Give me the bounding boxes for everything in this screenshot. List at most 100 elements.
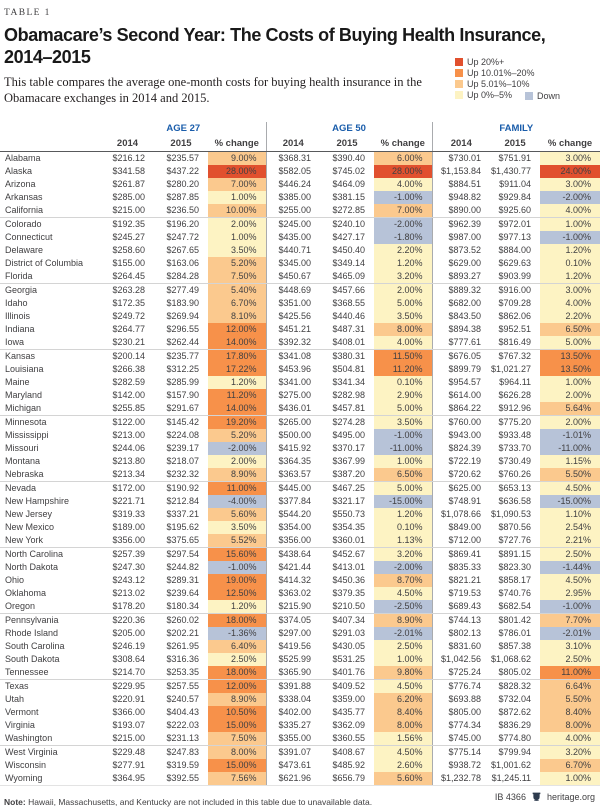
legend-swatch-down-icon — [525, 91, 533, 100]
legend-swatch-up-0-5-icon — [455, 90, 463, 99]
premium-value-cell: $380.31 — [332, 351, 366, 361]
pct-change-cell: 18.00% — [208, 666, 267, 680]
premium-value-cell: $446.24 — [265, 178, 321, 191]
table-row: South Carolina $246.19 $261.95 6.40% $419.56… — [0, 640, 600, 653]
premium-value-cell: $1,021.27 — [491, 364, 532, 374]
pct-change-cell: 2.95% — [540, 587, 600, 600]
note-label: Note: — [4, 797, 26, 807]
premium-value-cell: $448.69 — [265, 283, 321, 297]
premium-value-cell: $487.31 — [332, 324, 366, 334]
table-row: New Hampshire $221.71 $212.84 -4.00% $377.84… — [0, 495, 600, 508]
pct-change-cell: 0.10% — [540, 257, 600, 270]
premium-value-cell: $291.03 — [332, 628, 366, 638]
pct-change-cell: 7.00% — [208, 178, 267, 191]
pct-change-cell: 28.00% — [208, 165, 267, 178]
legend-label: Down — [537, 90, 561, 101]
premium-value-cell: $229.95 — [112, 681, 145, 691]
pct-change-cell: 1.20% — [374, 508, 433, 521]
state-name: Louisiana — [5, 364, 44, 374]
table-row: North Carolina $257.39 $297.54 15.60% $438.6… — [0, 547, 600, 561]
pct-change-cell: 2.50% — [374, 640, 433, 653]
premium-value-cell: $987.00 — [431, 231, 491, 244]
premium-value-cell: $392.55 — [154, 772, 208, 786]
premium-value-cell: $341.58 — [112, 166, 145, 176]
premium-value-cell: $263.28 — [112, 285, 145, 295]
state-name: Vermont — [5, 707, 39, 717]
premium-value-cell: $374.05 — [265, 613, 321, 627]
pct-change-cell: 0.10% — [374, 376, 433, 389]
table-row: California $215.00 $236.50 10.00% $255.00 $27… — [0, 204, 600, 218]
pct-change-cell: 17.80% — [208, 349, 267, 363]
premium-value-cell: $212.84 — [166, 496, 199, 506]
premium-value-cell: $335.27 — [265, 719, 321, 732]
premium-value-cell: $200.14 — [112, 351, 145, 361]
state-name: Mississippi — [5, 430, 49, 440]
premium-value-cell: $450.36 — [332, 575, 366, 585]
pct-change-cell: -1.00% — [540, 231, 600, 244]
premium-value-cell: $629.63 — [498, 258, 532, 268]
pct-change-cell: 12.50% — [208, 587, 267, 600]
premium-value-cell: $216.12 — [112, 153, 145, 163]
premium-value-cell: $247.72 — [166, 232, 199, 242]
table-row: Missouri $244.06 $239.17 -2.00% $415.92 $370.… — [0, 442, 600, 455]
premium-value-cell: $899.79 — [431, 363, 491, 376]
premium-value-cell: $437.22 — [166, 166, 199, 176]
column-group-family: FAMILY — [431, 122, 600, 135]
premium-value-cell: $912.96 — [490, 402, 541, 416]
pct-change-cell: 2.21% — [540, 534, 600, 548]
premium-value-cell: $240.10 — [332, 219, 366, 229]
premium-value-cell: $277.91 — [112, 760, 145, 770]
col-header-pct-change: % change — [540, 135, 600, 152]
premium-value-cell: $401.76 — [320, 666, 375, 680]
doc-id: IB 4366 — [494, 791, 526, 802]
pct-change-cell: 13.50% — [540, 349, 600, 363]
premium-value-cell: $485.92 — [332, 760, 366, 770]
table-row: Virginia $193.07 $222.03 15.00% $335.27 $362.… — [0, 719, 600, 732]
pct-change-cell: 2.20% — [540, 310, 600, 323]
legend-item: Up 5.01%–10% — [455, 78, 535, 89]
state-name: Kansas — [5, 351, 36, 361]
pct-change-cell: 4.00% — [540, 297, 600, 310]
premium-value-cell: $1,090.53 — [491, 509, 532, 519]
premium-value-cell: $954.57 — [431, 376, 491, 389]
premium-value-cell: $235.57 — [166, 153, 199, 163]
pct-change-cell: 18.00% — [208, 613, 267, 627]
premium-value-cell: $377.84 — [265, 495, 321, 508]
premium-value-cell: $452.67 — [332, 549, 366, 559]
premium-value-cell: $291.67 — [154, 402, 208, 416]
pct-change-cell: 8.90% — [208, 693, 267, 706]
premium-value-cell: $625.00 — [431, 481, 491, 495]
state-name: District of Columbia — [5, 258, 84, 268]
pct-change-cell: -2.50% — [374, 600, 433, 614]
pct-change-cell: 2.50% — [540, 547, 600, 561]
premium-value-cell: $776.74 — [431, 679, 491, 693]
premium-value-cell: $215.00 — [101, 732, 154, 746]
col-header-pct-change: % change — [374, 135, 433, 152]
premium-value-cell: $450.67 — [265, 270, 321, 284]
pct-change-cell: 3.50% — [374, 310, 433, 323]
premium-value-cell: $356.00 — [101, 534, 154, 548]
pct-change-cell: 8.00% — [208, 745, 267, 759]
legend-label: Up 5.01%–10% — [467, 78, 530, 89]
premium-value-cell: $370.17 — [332, 443, 366, 453]
premium-value-cell: $221.71 — [112, 496, 145, 506]
premium-value-cell: $465.09 — [320, 270, 375, 284]
premium-value-cell: $404.43 — [166, 707, 199, 717]
premium-value-cell: $745.00 — [431, 732, 491, 746]
premium-value-cell: $816.49 — [490, 336, 541, 350]
premium-value-cell: $948.82 — [431, 191, 491, 204]
pct-change-cell: -2.01% — [374, 627, 433, 640]
column-group-row: AGE 27 AGE 50 FAMILY — [0, 122, 600, 135]
premium-value-cell: $261.95 — [166, 641, 199, 651]
premium-value-cell: $457.66 — [332, 285, 366, 295]
premium-value-cell: $862.06 — [498, 311, 532, 321]
premium-value-cell: $531.25 — [332, 654, 366, 664]
state-name: Arizona — [5, 179, 36, 189]
pct-change-cell: -1.00% — [208, 561, 267, 574]
pct-change-cell: 2.00% — [208, 455, 267, 468]
page-title: Obamacare’s Second Year: The Costs of Bu… — [4, 25, 546, 67]
premium-value-cell: $929.84 — [498, 192, 532, 202]
column-group-age27: AGE 27 — [166, 123, 201, 134]
premium-value-cell: $365.90 — [265, 666, 321, 680]
